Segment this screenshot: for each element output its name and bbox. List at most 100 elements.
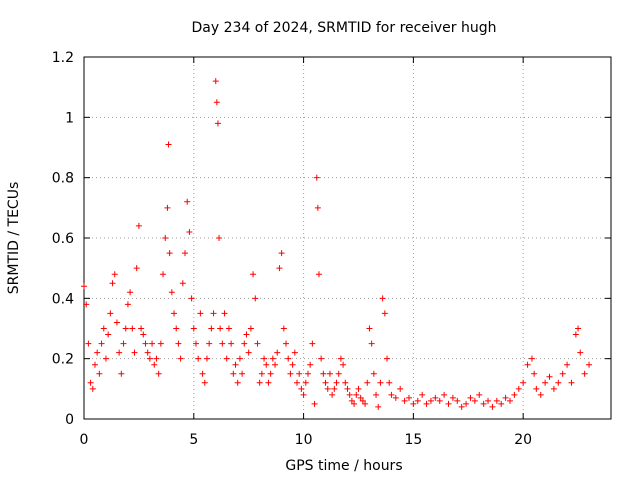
data-point: [151, 361, 158, 368]
data-point: [225, 325, 232, 332]
data-point: [287, 370, 294, 377]
data-point: [401, 397, 408, 404]
data-point: [91, 361, 98, 368]
data-point: [331, 385, 338, 392]
data-point: [454, 397, 461, 404]
data-point: [146, 355, 153, 362]
data-point: [94, 349, 101, 356]
data-point: [113, 319, 120, 326]
tick-layer: 0 0.2 0.4 0.6 0.8 1 1.2 0 5 10 15 20: [52, 50, 611, 448]
data-point: [577, 349, 584, 356]
data-point: [250, 271, 257, 278]
data-point: [89, 385, 96, 392]
y-tick-label: 0.4: [52, 291, 74, 307]
x-tick-label: 15: [404, 432, 422, 448]
data-point: [351, 400, 358, 407]
data-point: [386, 379, 393, 386]
data-point: [230, 370, 237, 377]
data-point: [111, 271, 118, 278]
data-point: [171, 310, 178, 317]
data-point: [337, 355, 344, 362]
data-point: [269, 355, 276, 362]
data-point: [87, 379, 94, 386]
y-tick-label: 0.6: [52, 231, 74, 247]
data-point: [397, 385, 404, 392]
data-point: [164, 204, 171, 211]
data-point: [228, 340, 235, 347]
data-point: [348, 397, 355, 404]
data-point: [511, 391, 518, 398]
data-point: [364, 379, 371, 386]
data-point: [278, 250, 285, 257]
data-point: [493, 397, 500, 404]
data-point: [232, 361, 239, 368]
data-point: [283, 340, 290, 347]
data-point: [116, 349, 123, 356]
data-point: [133, 265, 140, 272]
data-point: [568, 379, 575, 386]
data-point: [263, 361, 270, 368]
data-point: [432, 394, 439, 401]
data-point: [234, 379, 241, 386]
data-point: [258, 370, 265, 377]
data-point: [333, 379, 340, 386]
data-point: [379, 295, 386, 302]
data-point: [223, 355, 230, 362]
data-point: [192, 340, 199, 347]
data-point: [105, 331, 112, 338]
data-point: [107, 310, 114, 317]
y-tick-label: 0: [65, 412, 74, 428]
data-point: [463, 400, 470, 407]
data-point: [236, 355, 243, 362]
data-point: [179, 280, 186, 287]
data-point: [118, 370, 125, 377]
data-point: [436, 397, 443, 404]
data-point: [313, 174, 320, 181]
data-point: [546, 373, 553, 380]
data-point: [515, 385, 522, 392]
data-point: [586, 361, 593, 368]
data-point: [157, 340, 164, 347]
data-point: [581, 370, 588, 377]
y-axis-label: SRMTID / TECUs: [6, 182, 22, 295]
data-point: [243, 331, 250, 338]
data-point: [274, 349, 281, 356]
y-tick-label: 0.2: [52, 352, 74, 368]
data-point: [129, 325, 136, 332]
data-point: [300, 391, 307, 398]
data-point: [245, 349, 252, 356]
data-point: [498, 400, 505, 407]
data-point: [320, 370, 327, 377]
data-point: [149, 340, 156, 347]
data-point: [206, 340, 213, 347]
data-point: [177, 355, 184, 362]
data-point: [531, 370, 538, 377]
data-point: [414, 397, 421, 404]
data-point: [392, 394, 399, 401]
data-point: [85, 340, 92, 347]
data-point: [175, 340, 182, 347]
data-point: [410, 400, 417, 407]
data-point: [353, 391, 360, 398]
data-point: [329, 391, 336, 398]
data-point: [315, 271, 322, 278]
data-point: [124, 301, 131, 308]
x-tick-label: 20: [514, 432, 532, 448]
data-point: [322, 379, 329, 386]
data-point: [318, 355, 325, 362]
data-point: [100, 325, 107, 332]
data-point: [405, 394, 412, 401]
data-point: [449, 394, 456, 401]
data-point: [373, 391, 380, 398]
data-point: [289, 361, 296, 368]
data-point: [559, 370, 566, 377]
y-tick-label: 1: [65, 110, 74, 126]
data-point: [165, 141, 172, 148]
data-point: [346, 391, 353, 398]
data-point: [467, 394, 474, 401]
data-point: [533, 385, 540, 392]
data-point: [212, 78, 219, 85]
data-point: [362, 400, 369, 407]
data-point: [199, 370, 206, 377]
data-point: [342, 379, 349, 386]
